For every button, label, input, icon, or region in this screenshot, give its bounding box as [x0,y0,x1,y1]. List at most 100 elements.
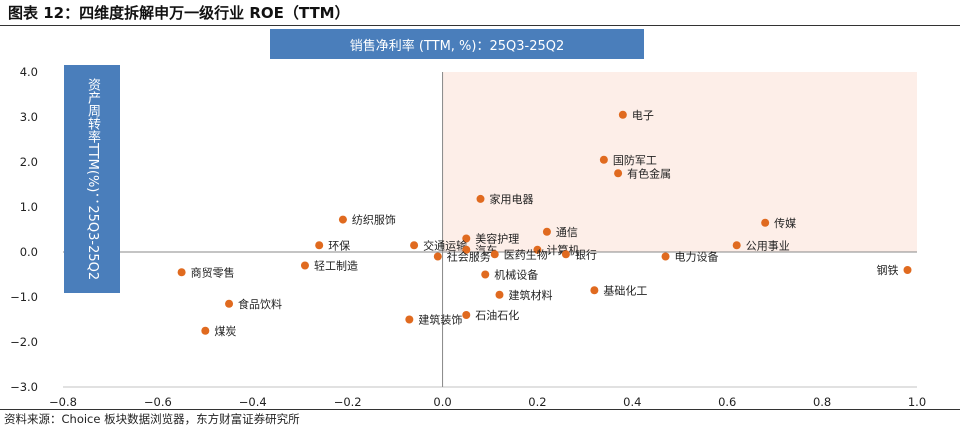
data-point: 传媒 [761,217,796,230]
data-point: 通信 [542,226,578,239]
point-label: 国防军工 [613,153,657,167]
point-label: 传媒 [774,217,796,230]
point-label: 钢铁 [877,264,899,277]
point-marker [481,270,490,279]
y-axis-label-text: 资产周转率TTM(%)：25Q3-25Q2 [85,77,100,281]
x-tick-label: 0.8 [813,395,831,409]
point-marker [225,299,234,308]
y-tick-label: 1.0 [20,200,38,214]
x-axis-label-text: 销售净利率 (TTM, %)：25Q3-25Q2 [349,38,565,54]
point-label: 石油石化 [475,308,519,322]
point-label: 食品饮料 [238,297,282,311]
source-divider [0,409,960,410]
point-label: 环保 [328,238,350,252]
x-tick-label: 0.2 [528,395,546,409]
data-point: 纺织服饰 [338,213,396,227]
point-marker [315,241,324,250]
point-label: 交通运输 [423,238,467,252]
point-label: 有色金属 [627,166,671,180]
point-marker [761,218,770,227]
x-tick-label: 0.6 [718,395,736,409]
point-label: 基础化工 [603,283,647,297]
point-marker [177,268,186,277]
point-marker [495,290,504,299]
x-tick-label: −0.2 [334,395,362,409]
y-tick-label: 0.0 [20,245,38,259]
point-marker [614,169,623,178]
data-point: 医药生物 [490,247,548,261]
data-point: 有色金属 [614,166,671,180]
point-marker [561,250,570,259]
point-marker [338,215,347,224]
data-point: 社会服务 [433,250,491,264]
y-tick-label: 3.0 [20,110,38,124]
point-label: 轻工制造 [314,259,358,273]
x-axis-label: 销售净利率 (TTM, %)：25Q3-25Q2 [270,29,644,59]
axes [63,72,917,388]
point-marker [405,315,414,324]
point-label: 建筑材料 [508,288,552,302]
point-label: 商贸零售 [191,265,235,279]
y-tick-label: 2.0 [20,155,38,169]
point-marker [462,311,471,319]
y-tick-label: 4.0 [20,65,38,79]
point-marker [732,241,741,250]
data-point: 石油石化 [462,308,519,322]
point-label: 公用事业 [746,239,790,252]
data-point: 煤炭 [201,325,236,338]
point-marker [201,326,210,335]
data-point: 美容护理 [462,232,519,246]
x-tick-label: 1.0 [908,395,926,409]
data-point: 计算机 [533,243,579,257]
title-divider [0,25,960,26]
y-tick-label: −2.0 [10,335,38,349]
point-marker [661,252,670,261]
x-tick-label: 0.0 [433,395,451,409]
point-label: 纺织服饰 [352,213,396,227]
data-point: 基础化工 [590,283,647,297]
x-tick-label: 0.4 [623,395,641,409]
data-point: 电力设备 [661,250,719,264]
y-axis-label: 资产周转率TTM(%)：25Q3-25Q2 [64,65,120,293]
data-point: 交通运输 [410,238,467,252]
y-tick-label: −3.0 [10,380,38,394]
data-point: 国防军工 [599,153,657,167]
data-point: 电子 [618,109,654,122]
point-label: 电力设备 [675,250,719,264]
point-marker [476,194,485,203]
data-point: 家用电器 [476,192,534,206]
point-marker [410,241,419,250]
y-tick-label: −1.0 [10,290,38,304]
point-label: 计算机 [546,243,579,257]
point-marker [590,286,599,295]
data-point: 银行 [561,247,597,261]
point-label: 电子 [632,109,654,122]
point-marker [462,234,471,243]
data-point: 食品饮料 [225,297,282,311]
figure-title: 图表 12：四维度拆解申万一级行业 ROE（TTM） [8,4,350,22]
data-point: 机械设备 [481,268,538,282]
data-point: 公用事业 [732,239,790,252]
data-point: 轻工制造 [300,259,358,273]
data-point: 建筑装饰 [405,313,462,327]
point-marker [433,252,442,261]
point-marker [490,250,499,259]
point-marker [903,266,912,274]
data-point: 钢铁 [877,264,912,277]
highlight-quadrant [442,72,917,252]
point-label: 通信 [556,226,578,239]
data-point: 商贸零售 [177,265,235,279]
tick-labels: −0.8 −0.6 −0.4 −0.2 0.0 0.2 0.4 0.6 0.8 1.0 4.0 3.0… [10,65,926,409]
point-label: 美容护理 [475,232,519,246]
x-tick-label: −0.4 [239,395,267,409]
point-marker [618,110,627,119]
point-label: 建筑装饰 [418,313,462,327]
point-marker [542,227,551,236]
x-tick-label: −0.6 [144,395,172,409]
point-label: 机械设备 [494,268,538,282]
point-label: 银行 [575,247,597,261]
point-label: 家用电器 [490,192,534,206]
point-marker [599,155,608,164]
point-label: 社会服务 [447,250,491,264]
